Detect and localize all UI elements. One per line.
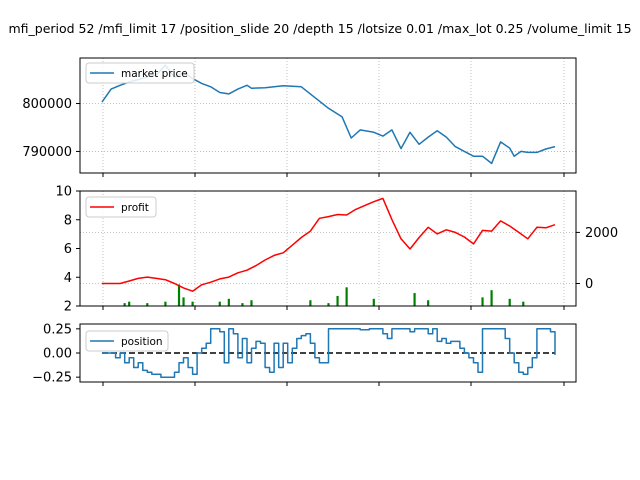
legend-label-market-price: market price [121,68,188,80]
axes-frame-top [79,57,577,174]
y-tick-label-2: −0.25 [32,371,72,386]
y-tick-label-3: 8 [64,213,72,228]
series-line-profit [102,197,556,292]
y-tick-label-1: 790000 [22,145,72,160]
ticks-bottom: 0.25 0.00 −0.25 [32,322,565,386]
legend-box-bottom [85,330,169,352]
series-bottom [102,328,556,378]
y-tick-label-0: 0.25 [43,322,72,337]
y-tick-label-0: 800000 [22,97,72,112]
series-middle [102,197,556,306]
y-right-tick-label-1: 2000 [585,226,618,241]
panel-profit: 2 4 6 8 10 0 2000 profit [55,185,618,315]
series-line-position [102,328,556,378]
axes-frame-middle [79,190,577,307]
legend-box-middle [85,196,157,218]
y-tick-label-4: 10 [55,185,72,200]
legend-bottom: position [85,330,169,352]
legend-top: market price [85,62,195,84]
y-tick-label-1: 0.00 [43,347,72,362]
grid-top [80,58,576,173]
legend-label-position: position [121,336,163,348]
y-tick-label-2: 6 [64,242,72,257]
grid-middle [80,191,576,306]
legend-middle: profit [85,196,157,218]
ticks-middle: 2 4 6 8 10 0 2000 [55,185,618,315]
axes-frame-bottom [79,323,577,383]
y-tick-label-0: 2 [64,300,72,315]
figure-title: mfi_period 52 /mfi_limit 17 /position_sl… [8,21,631,36]
legend-label-profit: profit [121,202,149,214]
y-tick-label-1: 4 [64,271,72,286]
legend-box-top [85,62,195,84]
panel-position: 0.25 0.00 −0.25 position [32,322,577,386]
y-right-tick-label-0: 0 [585,277,593,292]
ticks-top: 800000 790000 [22,97,565,177]
panel-market-price: 800000 790000 market price [22,57,577,177]
